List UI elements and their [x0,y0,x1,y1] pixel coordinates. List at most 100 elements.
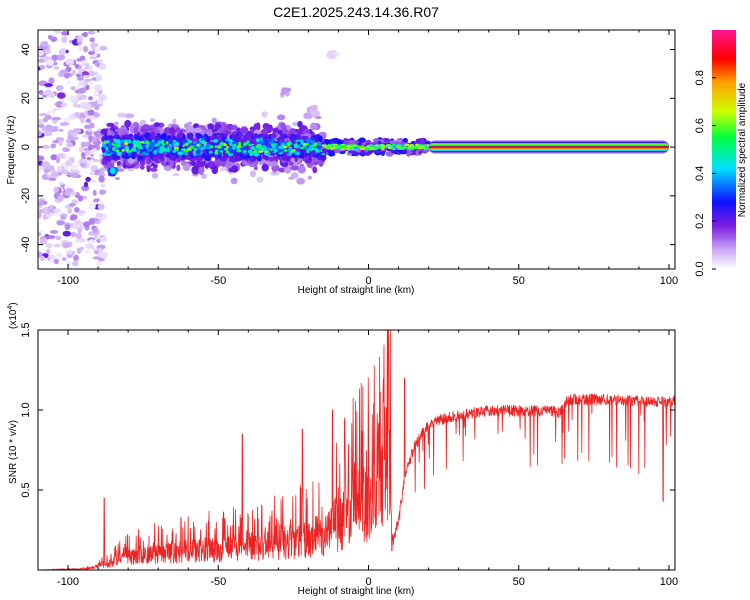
spectrogram-cell [301,135,306,141]
spectrogram-cell [415,143,419,147]
spectrogram-cell [195,155,199,160]
snr-y-multiplier-exp: 4 [7,306,14,310]
spectrogram-cell [72,223,79,230]
spectrogram-y-tick-label: -20 [20,188,32,204]
spectrogram-cell [237,141,242,146]
spectrogram-cell [253,149,258,154]
spectrogram-cell [66,142,73,148]
spectrogram-cell [76,247,82,255]
colorbar-gradient [712,30,736,269]
spectrogram-cell [238,132,243,138]
spectrogram-cell [96,244,106,250]
spectrogram-cell [200,173,207,179]
spectrogram-cell [74,207,80,213]
spectrogram-cell [94,46,100,53]
spectrogram-cell [410,146,417,149]
spectrogram-cell [89,37,95,43]
spectrogram-cell [39,255,45,262]
spectrogram-cell [137,143,142,146]
spectrogram-cell [126,139,132,144]
spectrogram-cell [123,139,128,143]
spectrogram-cell [74,63,79,69]
spectrogram-cell [71,136,79,141]
spectrogram-cell [96,238,101,244]
spectrogram-band-core [428,146,669,148]
spectrogram-cell [308,156,312,161]
spectrogram-cell [231,134,235,138]
spectrogram-cell [333,148,341,154]
spectrogram-cell [42,206,49,214]
spectrogram-cell [114,121,119,126]
spectrogram-cell [83,31,88,38]
spectrogram-cell [68,95,77,101]
spectrogram-cell [269,148,274,151]
spectrogram-cell [214,149,219,154]
spectrogram-cell [51,172,60,178]
spectrogram-cell [98,171,106,178]
spectrogram-cell [52,140,61,144]
spectrogram-cell [258,150,263,153]
spectrogram-cell [59,181,64,186]
spectrogram-cell [256,122,261,131]
spectrogram-y-ticks: -40 -20 0 20 40 [20,43,675,253]
spectrogram-cell [223,148,227,151]
spectrogram-heatmap [38,30,669,267]
spectrogram-cell [94,90,99,96]
spectrogram-cell [85,114,90,119]
spectrogram-cell [106,122,115,127]
spectrogram-cell [99,45,108,51]
spectrogram-cell [128,133,134,137]
spectrogram-cell [225,160,232,169]
spectrogram-cell [83,181,89,188]
spectrogram-cell [324,146,328,149]
spectrogram-cell [159,135,167,141]
spectrogram-cell [152,163,158,169]
spectrogram-cell [58,128,64,132]
spectrogram-cell [328,152,336,157]
spectrogram-cell [38,200,46,206]
spectrogram-cell [408,145,412,149]
spectrogram-cell [48,177,57,181]
spectrogram-cell [67,129,75,137]
spectrogram-cell [117,112,126,118]
spectrogram-cell [55,156,61,164]
spectrogram-cell [99,189,106,195]
spectrogram-cell [91,179,97,183]
spectrogram-cell [88,96,93,101]
spectrogram-cell [250,146,256,151]
spectrogram-cell [98,94,107,101]
spectrogram-cell [90,171,95,176]
spectrogram-cell [258,133,263,138]
spectrogram-cell [344,147,351,151]
spectrogram-cell [72,260,79,267]
spectrogram-cell [364,147,371,151]
spectrogram-cell [186,141,191,144]
spectrogram-cell [296,177,306,185]
spectrogram-cell [214,156,221,160]
spectrogram-cell [88,239,96,244]
spectrogram-cell [297,120,303,128]
spectrogram-cell [87,71,96,76]
spectrogram-cell [121,148,125,152]
spectrogram-cell [43,130,53,137]
spectrogram-cell [225,150,229,154]
spectrogram-cell [264,155,269,161]
spectrogram-cell [83,221,90,228]
spectrogram-cell [162,147,168,152]
spectrogram-cell [44,83,53,87]
spectrogram-cell [40,41,49,47]
spectrogram-cell [121,154,126,159]
spectrogram-cell [218,144,223,147]
spectrogram-cell [96,260,103,266]
spectrogram-cell [43,215,48,220]
spectrogram-cell [112,154,117,159]
spectrogram-cell [231,140,238,146]
spectrogram-cell [96,100,104,105]
spectrogram-cell [167,135,171,140]
spectrogram-cell [211,117,217,124]
spectrogram-cell [60,169,69,175]
spectrogram-cell [70,172,79,178]
spectrogram-cell [249,152,253,157]
spectrogram-cell [91,247,98,251]
colorbar-tick-label: 0.6 [694,118,706,133]
